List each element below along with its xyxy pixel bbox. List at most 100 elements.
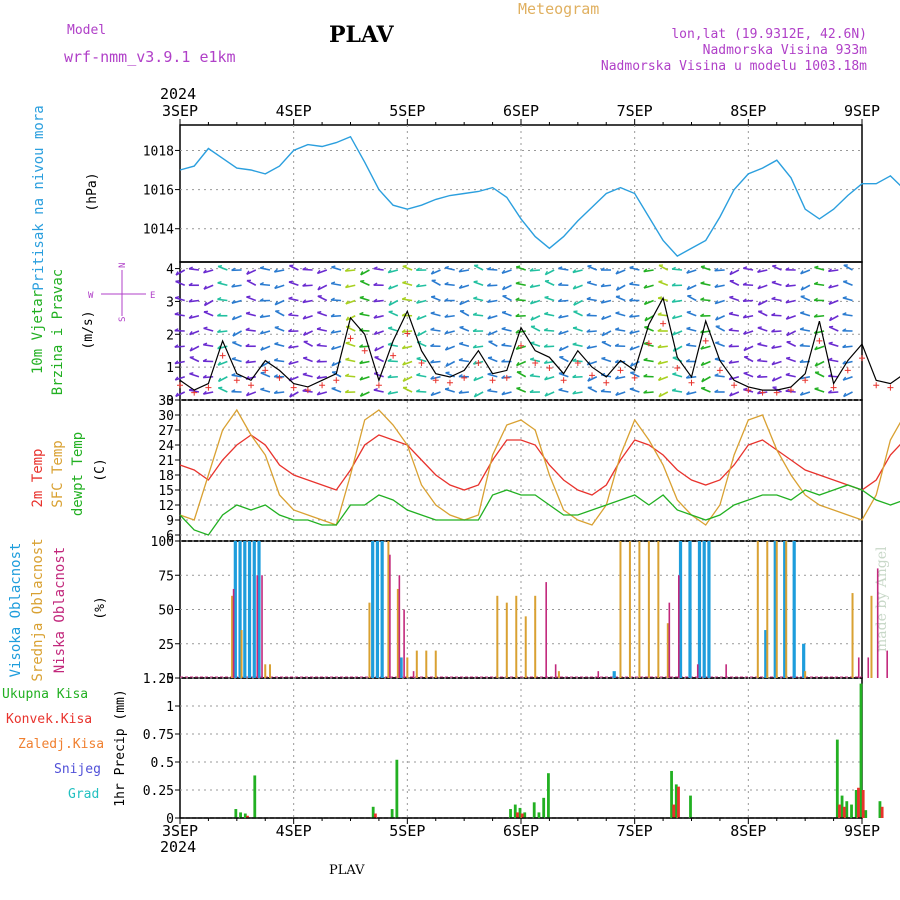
wind-arrow [501,344,512,348]
wind-arrow-head [316,391,321,396]
wind-arrow-head [302,299,307,303]
wind-arrow-head [245,343,250,347]
y-tick-labels: 1018101610144321033302724211815129610075… [143,144,180,827]
wind-arrow-head [203,310,209,313]
wind-arrow [188,299,200,303]
wind-arrow-head [175,392,179,397]
wind-arrow [686,344,697,348]
wind-arrow [175,375,185,381]
precip-series [180,683,884,819]
wind-arrow-head [671,298,676,303]
wind-arrow [672,314,683,320]
product-title: Meteogram [518,0,599,18]
wind-arrow [203,375,214,379]
wind-gust-marker [361,347,368,354]
wind-arrow-head [572,326,578,329]
wind-arrow-head [260,346,264,351]
wind-arrow [643,269,654,273]
wind-gust-marker [887,384,894,391]
wind-arrow [629,314,640,318]
wind-arrow-head [828,341,833,345]
wind-arrow-head [842,328,847,332]
cloud-high-bar [233,541,237,678]
wind-arrow [430,312,441,317]
wind-arrow-head [189,347,193,352]
wind-arrow-head [359,295,364,299]
y-tick-label: 0 [166,394,174,409]
wind-gust-marker [304,387,311,394]
wind-arrow-head [600,283,605,288]
wind-arrow-head [174,376,179,381]
precip-total-bar [864,810,868,818]
wind-arrow-head [813,297,818,301]
cloud-high-bar [612,671,616,678]
wind-arrow [189,330,200,336]
wind-arrow [601,330,612,337]
wind-arrow [630,360,640,367]
precip-conv-bar [246,815,249,818]
wind-arrow-head [331,265,336,268]
wind-arrow-head [515,281,520,284]
wind-arrow-head [217,345,221,350]
cloud-low-bar [597,671,600,678]
wind-arrow-head [203,269,207,274]
wind-gust-marker [859,355,865,362]
wind-arrow-head [373,330,378,335]
wind-arrow [232,330,242,337]
wind-arrow [814,266,825,271]
wind-arrow [274,359,285,363]
cloud-mid-bar [387,541,390,678]
wind-arrow-head [217,329,222,333]
cloud-low-bar [554,664,557,678]
wind-arrow-head [260,371,265,374]
wind-arrow [373,389,384,393]
wind-arrow-head [756,390,761,395]
y-tick-label: 9 [166,514,174,529]
wind-arrow-head [786,356,791,359]
wind-arrow-head [629,265,634,269]
wind-gust-marker [205,384,212,391]
wind-arrow-head [573,301,577,306]
wind-arrow [501,391,512,396]
wind-arrow-head [686,391,690,395]
cloud-high-bar [252,541,256,678]
wind-arrow [359,360,370,365]
wind-arrow-head [373,282,378,286]
cloud-mid-bar [231,595,234,678]
wind-arrow [288,297,299,302]
wind-arrow [558,330,569,336]
precip-total-bar [878,801,882,818]
wind-arrow [260,330,271,335]
wind-arrow-head [799,327,805,330]
cloud-low-bar [725,664,727,678]
temp-side-label: 2m Temp SFC Temp dewpt Temp (C) [30,432,108,516]
y-tick-label: 18 [158,469,174,484]
wind-arrow [772,376,782,382]
wind-arrow [232,341,242,347]
wind-arrow [204,299,214,307]
wind-arrow [814,371,825,378]
wind-arrow-head [430,270,435,275]
wind-arrow [174,345,185,348]
wind-arrow-head [728,359,733,364]
wind-arrow [473,264,484,271]
wind-arrow-head [743,371,748,374]
wind-arrow [302,314,313,320]
wind-arrow [785,357,796,363]
wind-label-1: 10m Vjetar [30,290,46,374]
wind-arrow [430,391,441,397]
wind-arrow [586,330,597,333]
wind-arrow-head [415,267,421,271]
wind-arrow-head [771,344,776,349]
wind-arrow [700,282,711,287]
wind-arrow-head [274,301,278,306]
wind-arrow-head [601,331,605,337]
wind-arrow [800,391,811,396]
wind-arrow [373,267,384,271]
time-tick-label: 7SEP [617,822,653,840]
wind-arrow-head [615,295,621,298]
wind-label-2: Brzina i Pravac [50,269,66,395]
wind-arrow [771,314,782,317]
cloud-low-bar [389,554,391,678]
wind-arrow-head [701,377,705,383]
